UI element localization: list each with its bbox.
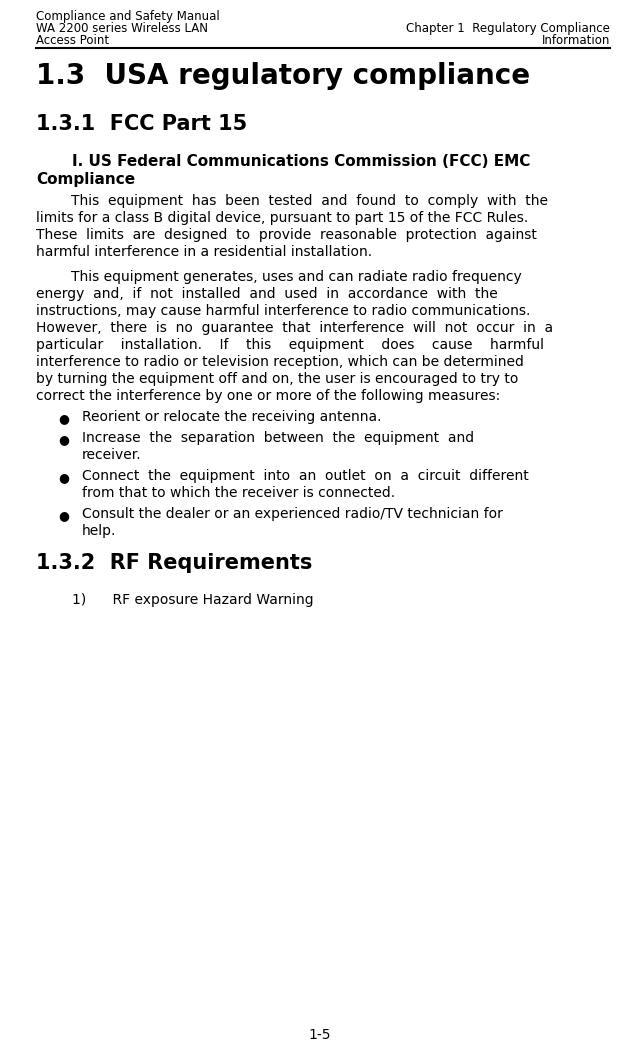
Text: correct the interference by one or more of the following measures:: correct the interference by one or more …	[36, 389, 500, 403]
Text: ●: ●	[58, 471, 69, 484]
Text: 1.3  USA regulatory compliance: 1.3 USA regulatory compliance	[36, 62, 530, 90]
Text: 1-5: 1-5	[308, 1027, 332, 1042]
Text: This equipment generates, uses and can radiate radio frequency: This equipment generates, uses and can r…	[36, 270, 522, 284]
Text: ●: ●	[58, 412, 69, 425]
Text: receiver.: receiver.	[82, 448, 141, 463]
Text: energy  and,  if  not  installed  and  used  in  accordance  with  the: energy and, if not installed and used in…	[36, 287, 498, 301]
Text: 1.3.2  RF Requirements: 1.3.2 RF Requirements	[36, 553, 312, 573]
Text: However,  there  is  no  guarantee  that  interference  will  not  occur  in  a: However, there is no guarantee that inte…	[36, 321, 553, 335]
Text: help.: help.	[82, 524, 116, 538]
Text: Compliance: Compliance	[36, 172, 135, 187]
Text: I. US Federal Communications Commission (FCC) EMC: I. US Federal Communications Commission …	[72, 154, 531, 169]
Text: 1)      RF exposure Hazard Warning: 1) RF exposure Hazard Warning	[72, 593, 314, 607]
Text: interference to radio or television reception, which can be determined: interference to radio or television rece…	[36, 355, 524, 369]
Text: limits for a class B digital device, pursuant to part 15 of the FCC Rules.: limits for a class B digital device, pur…	[36, 211, 528, 225]
Text: 1.3.1  FCC Part 15: 1.3.1 FCC Part 15	[36, 114, 247, 134]
Text: ●: ●	[58, 509, 69, 522]
Text: WA 2200 series Wireless LAN: WA 2200 series Wireless LAN	[36, 22, 208, 35]
Text: Compliance and Safety Manual: Compliance and Safety Manual	[36, 10, 220, 23]
Text: from that to which the receiver is connected.: from that to which the receiver is conne…	[82, 486, 395, 499]
Text: harmful interference in a residential installation.: harmful interference in a residential in…	[36, 245, 372, 259]
Text: Access Point: Access Point	[36, 34, 109, 48]
Text: by turning the equipment off and on, the user is encouraged to try to: by turning the equipment off and on, the…	[36, 372, 518, 386]
Text: This  equipment  has  been  tested  and  found  to  comply  with  the: This equipment has been tested and found…	[36, 194, 548, 208]
Text: ●: ●	[58, 433, 69, 446]
Text: particular    installation.    If    this    equipment    does    cause    harmf: particular installation. If this equipme…	[36, 338, 544, 352]
Text: Consult the dealer or an experienced radio/TV technician for: Consult the dealer or an experienced rad…	[82, 507, 503, 521]
Text: Connect  the  equipment  into  an  outlet  on  a  circuit  different: Connect the equipment into an outlet on …	[82, 469, 529, 483]
Text: Reorient or relocate the receiving antenna.: Reorient or relocate the receiving anten…	[82, 410, 381, 425]
Text: Chapter 1  Regulatory Compliance: Chapter 1 Regulatory Compliance	[406, 22, 610, 35]
Text: Information: Information	[541, 34, 610, 48]
Text: instructions, may cause harmful interference to radio communications.: instructions, may cause harmful interfer…	[36, 304, 531, 318]
Text: Increase  the  separation  between  the  equipment  and: Increase the separation between the equi…	[82, 431, 474, 445]
Text: These  limits  are  designed  to  provide  reasonable  protection  against: These limits are designed to provide rea…	[36, 228, 537, 242]
